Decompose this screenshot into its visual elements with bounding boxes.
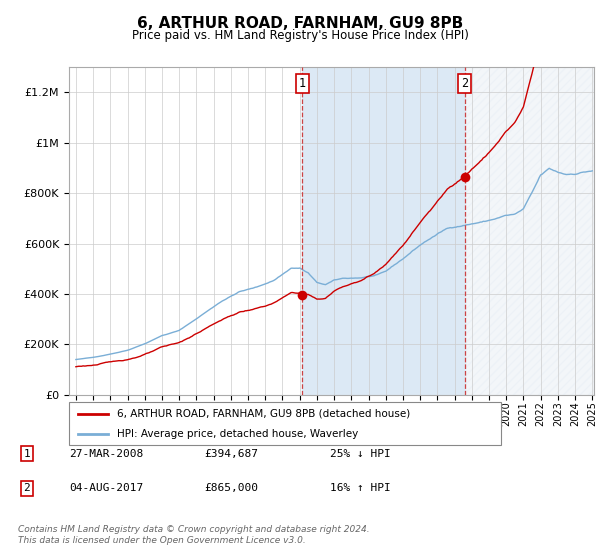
Text: 1: 1: [23, 449, 31, 459]
Bar: [464, 67, 594, 395]
Text: 27-MAR-2008: 27-MAR-2008: [69, 449, 143, 459]
Text: 2: 2: [23, 483, 31, 493]
Text: 2: 2: [461, 77, 468, 90]
Text: £865,000: £865,000: [204, 483, 258, 493]
Text: £394,687: £394,687: [204, 449, 258, 459]
Text: 6, ARTHUR ROAD, FARNHAM, GU9 8PB (detached house): 6, ARTHUR ROAD, FARNHAM, GU9 8PB (detach…: [116, 409, 410, 419]
Text: 6, ARTHUR ROAD, FARNHAM, GU9 8PB: 6, ARTHUR ROAD, FARNHAM, GU9 8PB: [137, 16, 463, 31]
Text: Price paid vs. HM Land Registry's House Price Index (HPI): Price paid vs. HM Land Registry's House …: [131, 29, 469, 42]
FancyBboxPatch shape: [69, 402, 501, 445]
Text: Contains HM Land Registry data © Crown copyright and database right 2024.
This d: Contains HM Land Registry data © Crown c…: [18, 525, 370, 545]
Text: 25% ↓ HPI: 25% ↓ HPI: [330, 449, 391, 459]
Text: HPI: Average price, detached house, Waverley: HPI: Average price, detached house, Wave…: [116, 430, 358, 440]
Text: 04-AUG-2017: 04-AUG-2017: [69, 483, 143, 493]
Text: 16% ↑ HPI: 16% ↑ HPI: [330, 483, 391, 493]
Bar: [302, 67, 464, 395]
Text: 1: 1: [299, 77, 306, 90]
